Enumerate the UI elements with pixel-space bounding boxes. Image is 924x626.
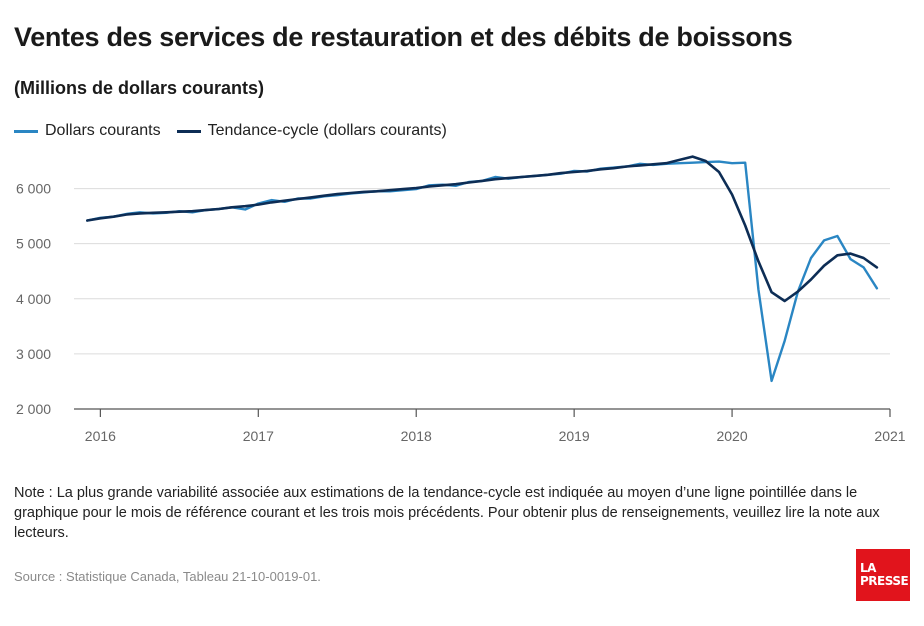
x-tick-label: 2018 (401, 428, 432, 444)
chart-note: Note : La plus grande variabilité associ… (14, 485, 880, 541)
gridlines (74, 188, 890, 410)
y-tick-label: 5 000 (16, 236, 51, 252)
logo-line-1: LA (860, 561, 876, 575)
la-presse-logo: LA PRESSE (856, 549, 910, 601)
legend-item-dollars-courants: Dollars courants (14, 122, 161, 140)
y-tick-label: 3 000 (16, 346, 51, 362)
x-tick-label: 2016 (85, 428, 116, 444)
x-tick-label: 2021 (874, 428, 905, 444)
legend-label-dollars-courants: Dollars courants (45, 122, 161, 139)
x-axis: 2016 2017 2018 2019 2020 2021 (85, 409, 906, 444)
x-tick-label: 2017 (243, 428, 274, 444)
y-tick-label: 2 000 (16, 401, 51, 417)
series-line-dollars-courants (86, 160, 879, 383)
chart-title: Ventes des services de restauration et d… (14, 22, 793, 52)
x-tick-label: 2020 (716, 428, 747, 444)
y-tick-label: 6 000 (16, 181, 51, 197)
y-tick-label: 4 000 (16, 291, 51, 307)
legend: Dollars courants Tendance-cycle (dollars… (14, 122, 463, 140)
legend-item-tendance-cycle: Tendance-cycle (dollars courants) (176, 122, 447, 140)
series-lines (86, 155, 879, 383)
logo-line-2: PRESSE (860, 574, 909, 588)
series-line-tendance-cycle (86, 155, 879, 303)
x-tick-label: 2019 (559, 428, 590, 444)
chart-source: Source : Statistique Canada, Tableau 21-… (14, 569, 321, 584)
legend-label-tendance-cycle: Tendance-cycle (dollars courants) (207, 122, 447, 139)
legend-swatch-tendance-cycle (176, 129, 201, 133)
legend-swatch-dollars-courants (14, 129, 38, 133)
y-axis-tick-labels: 6 000 5 000 4 000 3 000 2 000 (16, 181, 51, 417)
chart-subtitle: (Millions de dollars courants) (14, 78, 265, 98)
